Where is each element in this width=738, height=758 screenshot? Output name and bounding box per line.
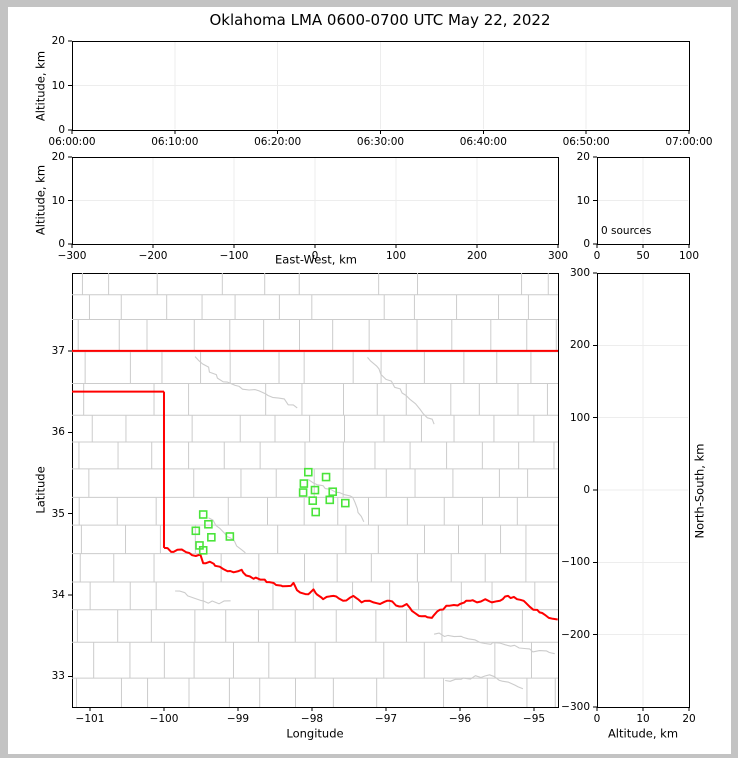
river-line [307, 479, 365, 523]
lma-station-marker [341, 498, 350, 508]
state-border-red-river [163, 546, 558, 621]
stations-layer [191, 467, 350, 555]
map-layers [72, 273, 558, 707]
lma-station-marker [328, 487, 338, 497]
state-border-layer [72, 349, 558, 621]
river-line [433, 632, 555, 655]
lma-station-marker [225, 532, 235, 541]
window-border [0, 0, 738, 7]
river-line [194, 356, 298, 409]
lma-station-marker [311, 507, 321, 517]
lma-station-marker [207, 532, 216, 542]
river-lines-layer [175, 356, 555, 690]
time-altitude-plot-area[interactable] [72, 41, 689, 130]
window-border [731, 0, 738, 758]
river-line [445, 674, 524, 690]
river-line [367, 357, 435, 425]
map-plot-area[interactable] [72, 273, 558, 707]
lma-station-marker [321, 472, 331, 482]
lma-station-marker [308, 496, 318, 505]
lma-station-marker [325, 495, 335, 505]
lma-station-marker [299, 479, 309, 488]
source-count-plot-area[interactable] [597, 157, 689, 244]
lma-station-marker [298, 488, 308, 497]
lma-station-marker [204, 519, 213, 529]
lma-station-marker [304, 467, 313, 477]
window-border [0, 0, 8, 758]
lma-station-marker [310, 485, 320, 495]
lma-station-marker [191, 526, 201, 536]
lma-station-marker [198, 510, 208, 519]
window-border [0, 754, 738, 758]
county-lines-layer [72, 273, 558, 707]
lma-station-marker [198, 546, 208, 555]
eastwest-altitude-plot-area[interactable] [72, 157, 558, 244]
northsouth-altitude-plot-area[interactable] [597, 273, 689, 707]
panel-box [72, 273, 559, 708]
river-line [175, 590, 231, 605]
